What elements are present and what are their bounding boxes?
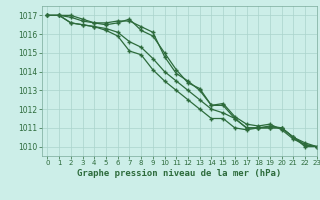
X-axis label: Graphe pression niveau de la mer (hPa): Graphe pression niveau de la mer (hPa) (77, 169, 281, 178)
